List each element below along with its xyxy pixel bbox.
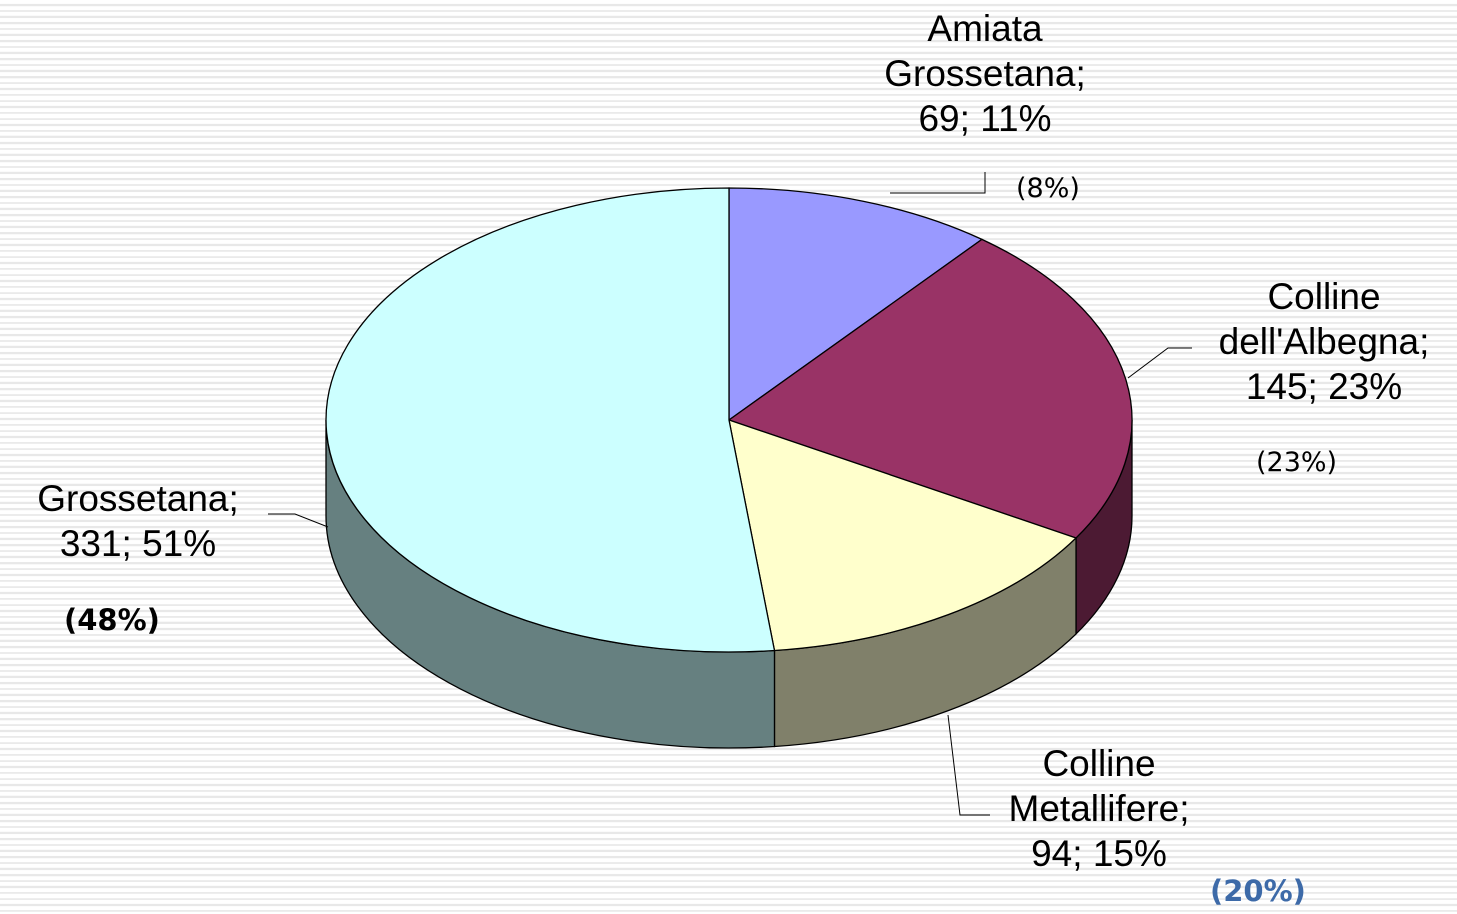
pie-slice-0 bbox=[728, 187, 984, 422]
label-line: 69; 11% bbox=[918, 98, 1052, 139]
label-line: Metallifere; bbox=[1008, 788, 1190, 829]
label-colline-albegna: Colline dell'Albegna; 145; 23% bbox=[1190, 274, 1457, 409]
label-grossetana: Grossetana; 331; 51% bbox=[8, 476, 268, 566]
leader-line-1 bbox=[1127, 347, 1192, 379]
leader-line-2 bbox=[947, 714, 990, 816]
note-colline-metallifere: (20%) bbox=[1210, 874, 1306, 908]
label-colline-metallifere: Colline Metallifere; 94; 15% bbox=[960, 741, 1238, 876]
pie-slice-3 bbox=[325, 187, 776, 653]
label-line: 331; 51% bbox=[59, 523, 217, 564]
leader-line-3 bbox=[268, 513, 329, 528]
note-colline-albegna: (23%) bbox=[1256, 447, 1338, 478]
note-grossetana: (48%) bbox=[64, 603, 160, 637]
label-line: Colline bbox=[1042, 743, 1156, 784]
label-line: dell'Albegna; bbox=[1218, 321, 1430, 362]
label-line: Grossetana; bbox=[37, 478, 239, 519]
note-amiata-grossetana: (8%) bbox=[1016, 173, 1080, 204]
label-line: Amiata bbox=[927, 8, 1043, 49]
pie-slice-2 bbox=[728, 419, 1078, 652]
pie-slice-1 bbox=[727, 238, 1133, 539]
label-line: Grossetana; bbox=[884, 53, 1086, 94]
leader-line-0 bbox=[890, 172, 986, 194]
label-amiata-grossetana: Amiata Grossetana; 69; 11% bbox=[845, 6, 1125, 141]
label-line: 94; 15% bbox=[1031, 833, 1167, 874]
label-line: 145; 23% bbox=[1245, 366, 1403, 407]
label-line: Colline bbox=[1267, 276, 1381, 317]
pie-tops bbox=[325, 187, 1133, 653]
leader-lines bbox=[268, 172, 1192, 816]
